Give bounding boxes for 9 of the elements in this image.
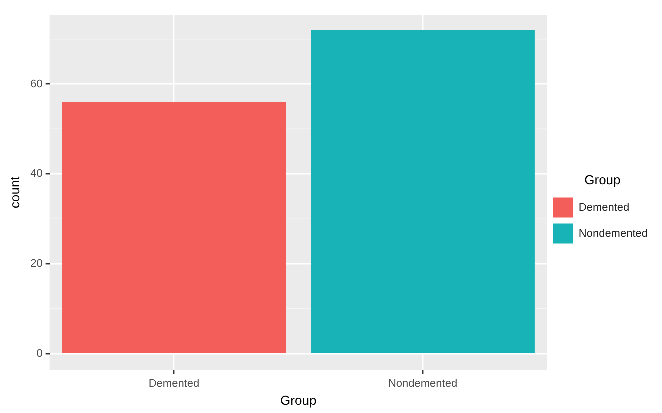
legend-label: Nondemented <box>578 228 648 240</box>
y-tick-label: 0 <box>36 348 43 360</box>
y-axis-title: count <box>7 176 22 209</box>
legend-title: Group <box>584 172 621 188</box>
y-tick-label: 20 <box>30 258 43 270</box>
y-tick-label: 40 <box>30 168 43 180</box>
x-axis-title: Group <box>280 392 317 408</box>
legend-label: Demented <box>578 202 630 214</box>
y-tick-label: 60 <box>30 78 43 90</box>
